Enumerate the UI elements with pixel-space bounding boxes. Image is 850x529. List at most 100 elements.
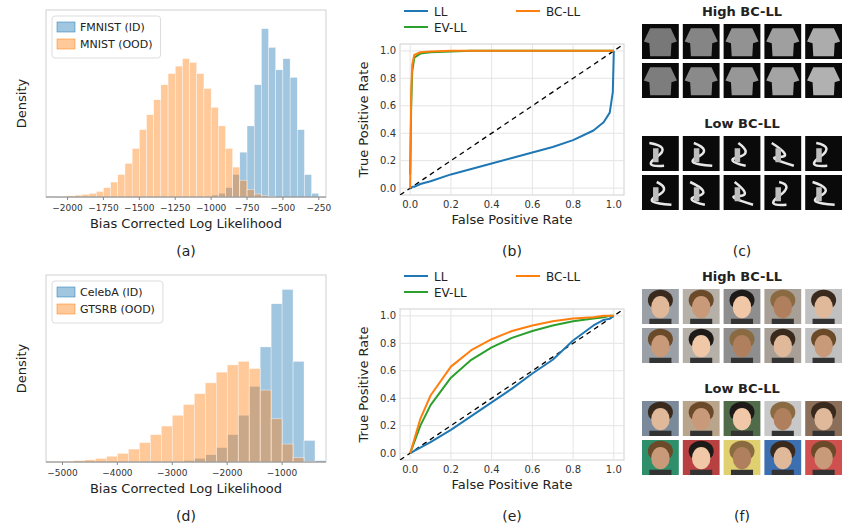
image-content: [690, 431, 712, 436]
y-tick-label: 0.6: [380, 365, 396, 376]
image-tile: [724, 136, 761, 171]
legend-line: [404, 291, 428, 293]
hist-bar: [96, 191, 103, 197]
image-content: [651, 335, 669, 357]
legend-line: [516, 275, 540, 277]
x-tick-label: 0.4: [484, 464, 500, 475]
image-tile: [764, 440, 801, 475]
legend-label: BC-LL: [546, 270, 580, 284]
hist-bar: [304, 440, 315, 462]
hist-bar: [249, 369, 260, 463]
image-content: [694, 187, 700, 201]
image-tile: [724, 440, 761, 475]
x-tick: [282, 197, 283, 200]
image-tile: [683, 175, 720, 210]
image-tile: [764, 401, 801, 436]
image-content: [731, 358, 753, 363]
image-content: [725, 28, 758, 56]
hist-bar: [247, 190, 254, 197]
x-tick-label: 0.4: [484, 199, 500, 210]
hist-bar: [225, 148, 232, 197]
image-content: [694, 148, 700, 162]
plot-frame: [46, 275, 326, 462]
x-tick-label: 0.8: [565, 199, 581, 210]
roc-curve: [410, 316, 614, 453]
x-tick-label: −1750: [88, 203, 119, 213]
hist-bar: [271, 304, 282, 462]
hist-bar: [125, 163, 132, 197]
grid-line: [532, 44, 533, 195]
plot-frame: [400, 44, 624, 195]
image-tile: [642, 24, 679, 59]
image-tile: [764, 289, 801, 324]
grid-title: High BC-LL: [702, 4, 782, 19]
x-tick: [247, 197, 248, 200]
image-tile: [764, 24, 801, 59]
legend-label: FMNIST (ID): [80, 21, 145, 34]
image-tile: [642, 401, 679, 436]
y-tick-label: 0.2: [380, 420, 396, 431]
hist-bar: [172, 415, 183, 462]
image-content: [649, 358, 671, 363]
x-tick-label: −5000: [47, 468, 78, 478]
image-tile: [805, 136, 842, 171]
hist-bar: [205, 383, 216, 462]
image-tile: [805, 328, 842, 363]
x-tick-label: 1.0: [606, 464, 622, 475]
y-tick-label: 1.0: [380, 310, 396, 321]
x-tick-label: −500: [271, 203, 296, 213]
chance-line: [400, 309, 624, 460]
grid-line: [400, 188, 624, 189]
image-content: [813, 319, 835, 324]
hist-bar: [260, 390, 271, 462]
image-content: [766, 67, 799, 95]
image-tile: [642, 440, 679, 475]
image-content: [649, 431, 671, 436]
x-tick-label: −2000: [52, 203, 83, 213]
x-tick-label: 0.8: [565, 464, 581, 475]
x-tick: [139, 197, 140, 200]
x-tick: [172, 462, 173, 465]
image-tile: [724, 401, 761, 436]
legend: LLEV-LLBC-LL: [404, 5, 580, 35]
x-tick-label: 0.0: [402, 464, 418, 475]
image-tile: [805, 175, 842, 210]
hist-bar: [240, 180, 247, 197]
image-content: [732, 143, 745, 166]
image-content: [731, 431, 753, 436]
image-tile: [805, 440, 842, 475]
hist-bar: [233, 167, 240, 197]
x-tick: [318, 197, 319, 200]
grid-line: [400, 453, 624, 454]
x-tick-label: −250: [306, 203, 331, 213]
legend-box: [52, 281, 163, 323]
roc-curve: [410, 316, 614, 453]
legend-swatch: [57, 304, 75, 314]
grid-line: [450, 309, 451, 460]
image-content: [814, 447, 832, 469]
image-content: [814, 408, 832, 430]
grid-line: [450, 44, 451, 195]
image-content: [692, 296, 710, 318]
grid-line: [400, 105, 624, 106]
x-axis-title: False Positive Rate: [452, 212, 573, 227]
image-content: [649, 470, 671, 475]
hist-bar: [161, 85, 168, 197]
x-axis-title: False Positive Rate: [452, 477, 573, 492]
image-content: [690, 319, 712, 324]
x-tick: [117, 462, 118, 465]
hist-bar: [304, 175, 311, 197]
hist-bar: [128, 449, 139, 462]
image-content: [731, 319, 753, 324]
image-tile: [764, 136, 801, 171]
legend-swatch: [57, 287, 75, 297]
hist-bar: [150, 435, 161, 462]
x-tick: [175, 197, 176, 200]
hist-bar: [190, 62, 197, 197]
image-content: [690, 182, 705, 205]
image-tile: [683, 289, 720, 324]
image-content: [685, 28, 718, 56]
y-tick-label: 0.2: [380, 155, 396, 166]
image-content: [813, 431, 835, 436]
hist-bar: [269, 47, 276, 197]
